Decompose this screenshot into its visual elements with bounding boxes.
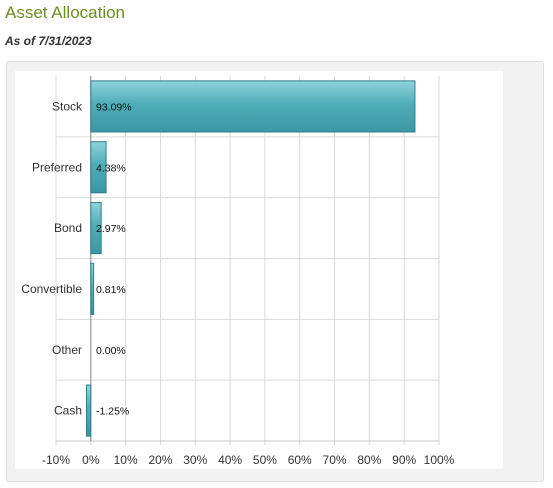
x-tick-label: 90%	[392, 453, 416, 467]
grid-lines	[55, 76, 440, 445]
x-tick-label: 0%	[82, 453, 100, 467]
x-tick-labels: -10% 0% 10% 20% 30% 40% 50% 60% 70% 80% 90% 100%	[42, 453, 455, 467]
x-tick-label: 100%	[424, 453, 455, 467]
category-label: Bond	[54, 221, 82, 235]
x-tick-label: 20%	[148, 453, 172, 467]
bar-preferred	[90, 141, 107, 194]
x-tick-label: 60%	[288, 453, 312, 467]
bar-stock	[90, 80, 416, 133]
value-label: 4.38%	[96, 162, 126, 174]
bar-convertible	[90, 262, 95, 315]
x-tick-label: 70%	[323, 453, 347, 467]
category-label: Other	[52, 343, 82, 357]
value-label: 93.09%	[96, 101, 132, 113]
x-tick-label: 10%	[114, 453, 138, 467]
category-label: Stock	[52, 99, 83, 113]
as-of-date: As of 7/31/2023	[5, 34, 92, 48]
value-label: 2.97%	[96, 223, 126, 235]
bar-bond	[90, 202, 102, 255]
bar-cash	[85, 384, 92, 437]
value-label: 0.00%	[96, 345, 126, 357]
x-tick-label: 80%	[357, 453, 381, 467]
value-labels: 93.09% 4.38% 2.97% 0.81% 0.00% -1.25%	[96, 101, 132, 417]
value-label: 0.81%	[96, 284, 126, 296]
category-label: Cash	[54, 404, 82, 418]
x-tick-label: 50%	[253, 453, 277, 467]
page-title: Asset Allocation	[5, 3, 126, 22]
x-tick-label: 40%	[218, 453, 242, 467]
category-label: Preferred	[32, 160, 82, 174]
category-label: Convertible	[21, 282, 82, 296]
category-labels: Stock Preferred Bond Convertible Other Cash	[21, 99, 83, 417]
x-tick-label: 30%	[183, 453, 207, 467]
bars	[85, 80, 416, 437]
x-tick-label: -10%	[42, 453, 70, 467]
value-label: -1.25%	[96, 406, 129, 418]
